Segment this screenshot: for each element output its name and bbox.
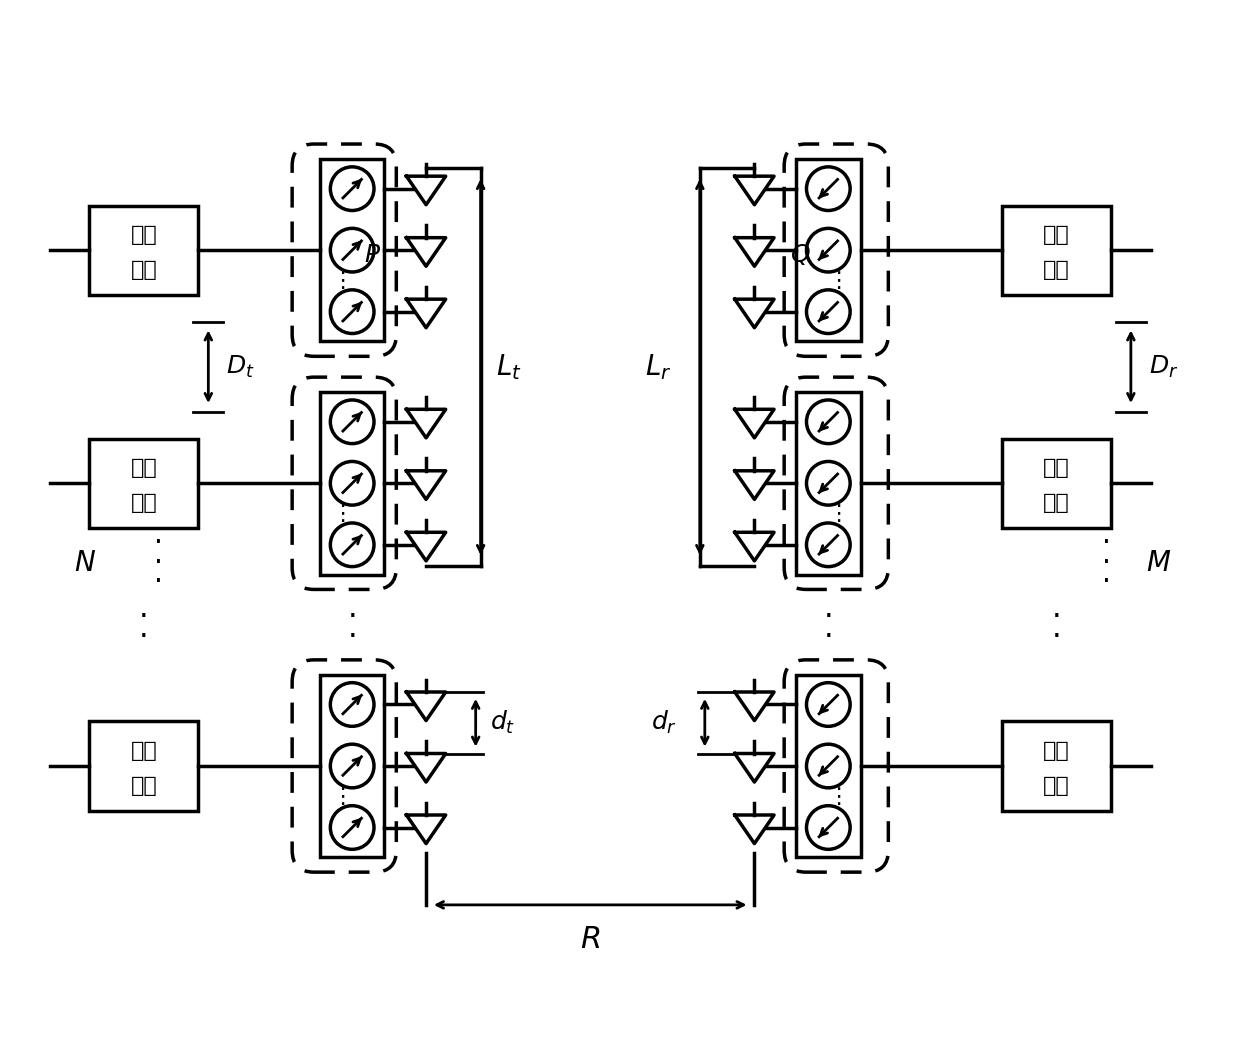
Text: ⋮: ⋮ [827,504,849,524]
Text: 射频: 射频 [130,459,157,479]
Circle shape [330,167,374,211]
Text: P: P [365,243,379,267]
Bar [320,159,384,342]
Circle shape [806,290,851,333]
Text: ·: · [1052,623,1061,652]
Circle shape [806,523,851,567]
Bar [1002,721,1111,811]
Polygon shape [735,238,774,266]
Text: ·: · [1101,569,1111,597]
Text: 射频: 射频 [1043,459,1070,479]
Text: ·: · [347,603,357,632]
Text: ·: · [139,603,149,632]
Polygon shape [735,299,774,328]
Text: ·: · [154,569,164,597]
Polygon shape [407,409,445,438]
Circle shape [330,683,374,727]
Polygon shape [407,176,445,204]
Polygon shape [735,471,774,499]
Circle shape [330,290,374,333]
Circle shape [806,462,851,506]
Circle shape [806,683,851,727]
Circle shape [806,167,851,211]
Text: ·: · [139,623,149,652]
Text: 射频: 射频 [1043,225,1070,245]
Text: 射频: 射频 [130,225,157,245]
Polygon shape [407,471,445,499]
Polygon shape [735,409,774,438]
Bar [89,206,198,295]
Text: 射频: 射频 [130,741,157,761]
Bar [89,721,198,811]
Bar [1002,206,1111,295]
Text: ·: · [154,549,164,577]
Circle shape [806,744,851,788]
Circle shape [330,228,374,272]
Text: ·: · [823,603,833,632]
Text: ⋮: ⋮ [827,787,849,807]
Text: ·: · [1052,603,1061,632]
Text: ·: · [347,623,357,652]
Text: 链路: 链路 [1043,775,1070,796]
Text: 链路: 链路 [130,775,157,796]
Text: 链路: 链路 [130,260,157,280]
Polygon shape [407,692,445,720]
Text: 射频: 射频 [1043,741,1070,761]
Text: ·: · [1101,549,1111,577]
Text: ⋮: ⋮ [331,271,353,291]
Polygon shape [407,238,445,266]
Polygon shape [735,815,774,844]
Bar [1002,439,1111,528]
Bar [796,392,861,575]
Text: $D_t$: $D_t$ [226,354,255,380]
Polygon shape [735,176,774,204]
Text: $R$: $R$ [580,925,600,954]
Text: ·: · [1101,528,1111,556]
Polygon shape [407,815,445,844]
Text: 链路: 链路 [1043,260,1070,280]
Text: 链路: 链路 [130,493,157,513]
Text: $M$: $M$ [1146,549,1171,577]
Circle shape [806,400,851,443]
Circle shape [806,805,851,849]
Circle shape [330,744,374,788]
Polygon shape [735,692,774,720]
Polygon shape [407,532,445,561]
Polygon shape [735,532,774,561]
Circle shape [330,805,374,849]
Text: 链路: 链路 [1043,493,1070,513]
Circle shape [806,228,851,272]
Circle shape [330,523,374,567]
Text: ⋮: ⋮ [331,787,353,807]
Text: ·: · [823,623,833,652]
Polygon shape [407,299,445,328]
Bar [320,675,384,857]
Text: $L_t$: $L_t$ [496,352,521,382]
Bar [796,159,861,342]
Text: $d_r$: $d_r$ [651,709,677,736]
Text: $N$: $N$ [74,549,97,577]
Polygon shape [407,754,445,782]
Bar [89,439,198,528]
Polygon shape [735,754,774,782]
Circle shape [330,400,374,443]
Text: $L_r$: $L_r$ [645,352,672,382]
Text: Q: Q [791,243,810,267]
Bar [320,392,384,575]
Text: ⋮: ⋮ [827,271,849,291]
Text: ·: · [154,528,164,556]
Circle shape [330,462,374,506]
Text: ⋮: ⋮ [331,504,353,524]
Text: $D_r$: $D_r$ [1148,354,1178,380]
Bar [796,675,861,857]
Text: $d_t$: $d_t$ [490,709,515,736]
